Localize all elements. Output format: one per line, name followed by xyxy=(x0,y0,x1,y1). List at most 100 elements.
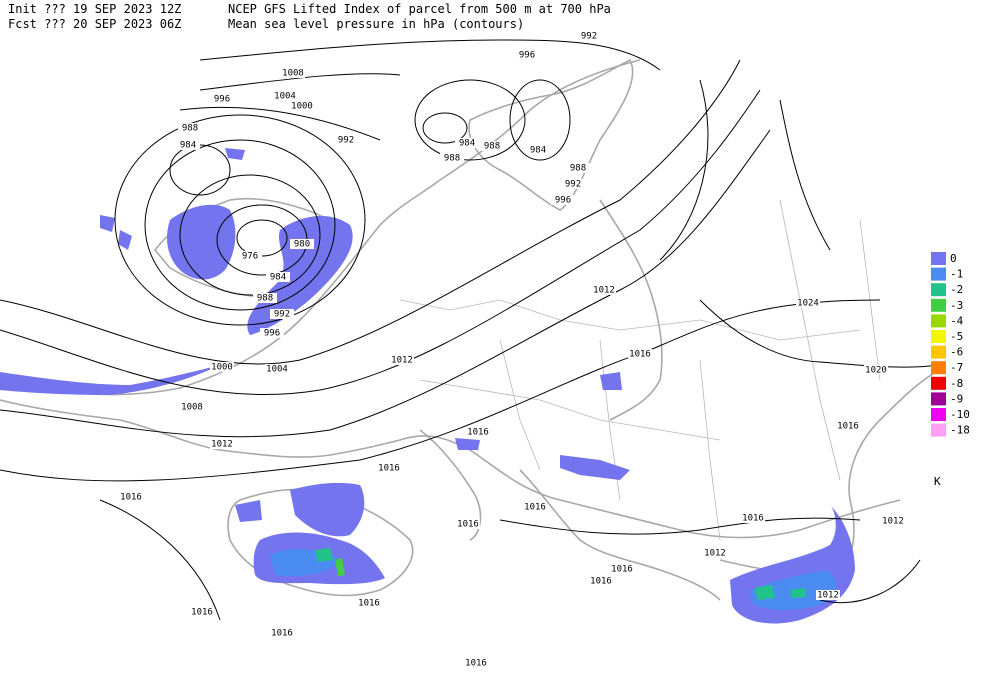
li-area xyxy=(167,204,236,280)
legend-label: -1 xyxy=(950,268,963,281)
isobar-label: 988 xyxy=(570,164,586,174)
legend-swatch xyxy=(931,392,946,406)
label-background xyxy=(881,516,905,526)
label-background xyxy=(390,355,414,365)
isobar-label: 1016 xyxy=(465,659,487,669)
label-background xyxy=(290,239,314,249)
isobar-label: 992 xyxy=(565,180,581,190)
li-area xyxy=(335,558,345,576)
label-background xyxy=(210,94,234,104)
isobar-label: 1016 xyxy=(629,350,651,360)
contour-title: Mean sea level pressure in hPa (contours… xyxy=(228,17,524,31)
isobar-label: 1004 xyxy=(266,365,288,375)
label-background xyxy=(270,628,294,638)
legend-label: -2 xyxy=(950,283,963,296)
legend-label: -3 xyxy=(950,299,963,312)
header: Init ??? 19 SEP 2023 12Z NCEP GFS Lifted… xyxy=(8,2,611,31)
isobar-label: 1008 xyxy=(282,69,304,79)
li-area xyxy=(0,365,220,395)
isobar-label: 984 xyxy=(270,273,286,283)
isobar xyxy=(169,144,231,196)
isobar-label: 984 xyxy=(459,139,475,149)
li-area xyxy=(235,482,365,537)
isobar xyxy=(0,59,741,365)
label-background xyxy=(628,349,652,359)
isobar-label: 1016 xyxy=(742,514,764,524)
label-background xyxy=(238,251,262,261)
legend-label: -7 xyxy=(950,361,963,374)
label-background xyxy=(178,123,202,133)
isobar-label: 984 xyxy=(530,146,546,156)
label-background xyxy=(466,427,490,437)
label-background xyxy=(523,502,547,512)
legend-label: -9 xyxy=(950,392,963,405)
isobar xyxy=(422,112,468,144)
coastline xyxy=(468,58,634,211)
legend-swatch xyxy=(931,376,946,390)
coastline xyxy=(599,199,663,421)
label-background xyxy=(551,195,575,205)
isobar-label: 1016 xyxy=(378,464,400,474)
label-background xyxy=(119,492,143,502)
label-background xyxy=(357,598,381,608)
isobar-label: 1000 xyxy=(211,363,233,373)
label-background xyxy=(561,179,585,189)
legend-label: 0 xyxy=(950,252,957,265)
isobar-label: 1016 xyxy=(191,608,213,618)
legend-swatch xyxy=(931,330,946,343)
label-background xyxy=(190,607,214,617)
isobar xyxy=(144,139,336,311)
legend-label: -10 xyxy=(950,408,970,421)
legend-swatch xyxy=(931,361,946,375)
label-background xyxy=(566,163,590,173)
label-background xyxy=(515,50,539,60)
label-background xyxy=(577,31,601,41)
label-background xyxy=(864,365,888,375)
legend-swatch xyxy=(931,423,946,437)
legend-swatch xyxy=(931,298,946,312)
isobar xyxy=(0,89,761,396)
isobar-label: 1016 xyxy=(467,428,489,438)
legend-label: -8 xyxy=(950,377,963,390)
isobar-label: 984 xyxy=(180,141,196,151)
label-background xyxy=(377,463,401,473)
border xyxy=(399,199,881,541)
isobar-label: 1012 xyxy=(211,440,233,450)
isobar xyxy=(509,79,571,161)
isobar-label: 1012 xyxy=(882,517,904,527)
isobar-label: 1016 xyxy=(358,599,380,609)
isobar-label: 992 xyxy=(274,310,290,320)
li-area xyxy=(100,148,245,250)
isobar-label: 988 xyxy=(444,154,460,164)
label-background xyxy=(281,68,305,78)
forecast-label: Fcst ??? 20 SEP 2023 06Z xyxy=(8,17,181,31)
legend-label: -18 xyxy=(950,424,970,437)
label-background xyxy=(265,364,289,374)
legend: K 0 -1 -2 -3 -4 -5 -6 -7 -8 -9 -10 -18 xyxy=(931,252,970,488)
legend-label: -6 xyxy=(950,346,963,359)
label-background xyxy=(253,293,277,303)
isobar xyxy=(414,79,526,161)
isobar-label: 1020 xyxy=(865,366,887,376)
legend-swatch xyxy=(931,267,946,281)
isobar-label: 976 xyxy=(242,252,258,262)
legend-swatch xyxy=(931,314,946,328)
isobar xyxy=(99,499,861,621)
label-background xyxy=(334,135,358,145)
legend-swatch xyxy=(931,252,946,265)
isobar xyxy=(699,299,941,604)
field-title: NCEP GFS Lifted Index of parcel from 500… xyxy=(228,2,611,16)
label-background xyxy=(464,658,488,668)
isobar-label: 1016 xyxy=(837,422,859,432)
label-background xyxy=(703,548,727,558)
label-background xyxy=(260,328,284,338)
isobar-label: 1016 xyxy=(457,520,479,530)
legend-label: -4 xyxy=(950,314,964,327)
legend-unit: K xyxy=(934,475,941,488)
isobar-label: 988 xyxy=(182,124,198,134)
coastline xyxy=(419,429,482,541)
label-background xyxy=(176,140,200,150)
li-area xyxy=(315,548,806,600)
label-background xyxy=(270,309,294,319)
